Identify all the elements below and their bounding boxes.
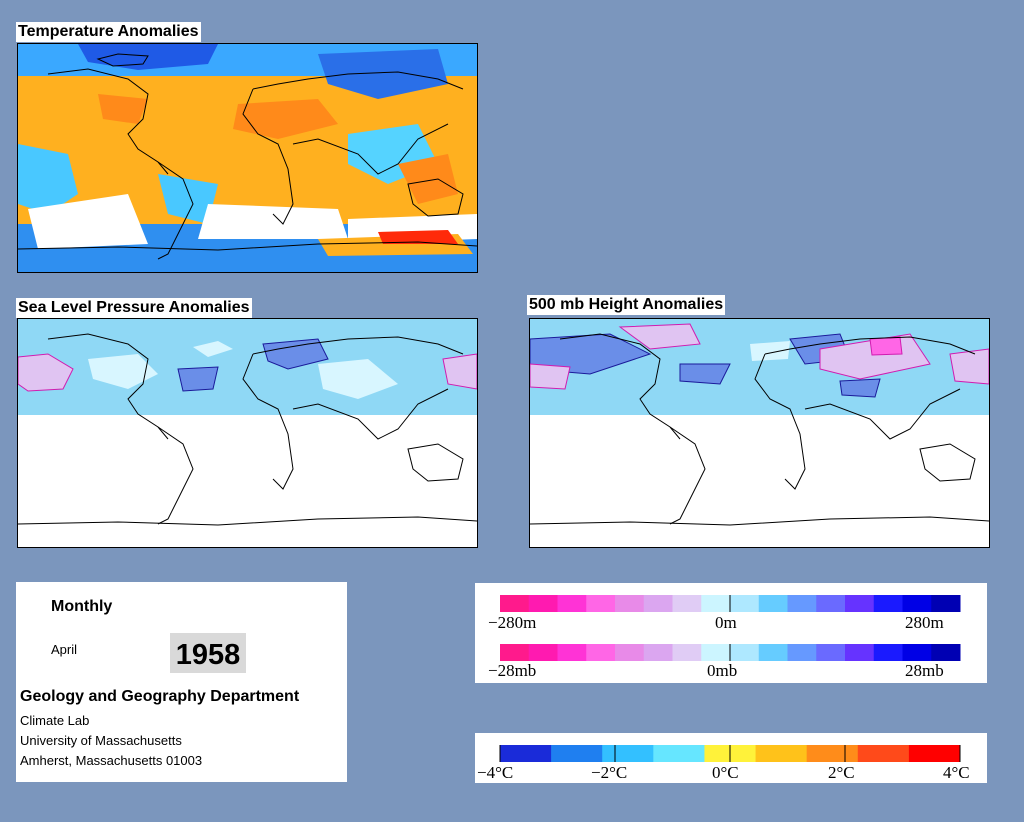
pressure-color-bar — [500, 644, 961, 661]
slp-panel-title: Sea Level Pressure Anomalies — [16, 298, 252, 318]
temperature-legend: −4°C −2°C 0°C 2°C 4°C — [475, 733, 987, 783]
temp-bar-swatch-3 — [653, 745, 705, 762]
temp-bar-swatch-2 — [602, 745, 654, 762]
pressure-min-label: −28mb — [488, 661, 536, 680]
height-bar-swatch-3 — [586, 595, 616, 612]
height-bar-swatch-13 — [873, 595, 903, 612]
pressure-mid-label: 0mb — [707, 661, 737, 680]
pressure-bar-swatch-8 — [730, 644, 760, 661]
temp-bar-swatch-8 — [908, 745, 961, 762]
pressure-bar-swatch-11 — [816, 644, 846, 661]
temp-label-0: −4°C — [477, 763, 513, 782]
height-bar-swatch-0 — [500, 595, 530, 612]
height-bar-swatch-10 — [787, 595, 817, 612]
height-color-bar — [500, 595, 961, 612]
height500-panel-title: 500 mb Height Anomalies — [527, 295, 726, 315]
height-bar-swatch-7 — [701, 595, 731, 612]
pressure-bar-swatch-6 — [672, 644, 702, 661]
pressure-bar-swatch-13 — [873, 644, 903, 661]
pressure-bar-swatch-2 — [557, 644, 587, 661]
pressure-bar-swatch-15 — [931, 644, 961, 661]
height-bar-swatch-15 — [931, 595, 961, 612]
height-bar-swatch-8 — [730, 595, 760, 612]
height-bar-swatch-2 — [557, 595, 587, 612]
height-mid-label: 0m — [715, 613, 737, 632]
height-bar-swatch-1 — [528, 595, 558, 612]
address-line: Amherst, Massachusetts 01003 — [20, 753, 203, 768]
pressure-bar-swatch-14 — [902, 644, 932, 661]
height-bar-swatch-12 — [845, 595, 875, 612]
pressure-bar-swatch-4 — [615, 644, 645, 661]
department-name: Geology and Geography Department — [20, 688, 300, 705]
height500-anomaly-map — [529, 318, 990, 548]
height-bar-swatch-9 — [758, 595, 788, 612]
pressure-bar-swatch-9 — [758, 644, 788, 661]
height-bar-swatch-14 — [902, 595, 932, 612]
year-label: 1958 — [170, 633, 246, 673]
pressure-bar-swatch-7 — [701, 644, 731, 661]
temp-label-1: −2°C — [591, 763, 627, 782]
info-box: Monthly April 1958 Geology and Geography… — [16, 582, 347, 782]
month-label: April — [51, 642, 78, 657]
pressure-max-label: 28mb — [905, 661, 944, 680]
period-label: Monthly — [51, 598, 113, 615]
pressure-bar-swatch-5 — [643, 644, 673, 661]
temp-bar-swatch-5 — [755, 745, 808, 762]
pressure-bar-swatch-0 — [500, 644, 530, 661]
pressure-bar-swatch-1 — [528, 644, 558, 661]
temp-label-4: 4°C — [943, 763, 970, 782]
height-max-label: 280m — [905, 613, 944, 632]
pressure-bar-swatch-12 — [845, 644, 875, 661]
temperature-anomaly-map — [17, 43, 478, 273]
height-bar-swatch-11 — [816, 595, 846, 612]
temp-label-2: 0°C — [712, 763, 739, 782]
pressure-bar-swatch-3 — [586, 644, 616, 661]
temp-bar-swatch-0 — [500, 745, 552, 762]
slp-anomaly-map — [17, 318, 478, 548]
temp-bar-swatch-6 — [806, 745, 859, 762]
lab-name: Climate Lab — [20, 713, 90, 728]
height-bar-swatch-6 — [672, 595, 702, 612]
height-bar-swatch-5 — [643, 595, 673, 612]
temp-bar-swatch-1 — [551, 745, 603, 762]
temperature-panel-title: Temperature Anomalies — [16, 22, 201, 42]
temp-bar-swatch-7 — [857, 745, 910, 762]
pressure-bar-swatch-10 — [787, 644, 817, 661]
height-bar-swatch-4 — [615, 595, 645, 612]
university-name: University of Massachusetts — [20, 733, 182, 748]
height-pressure-legend: −280m 0m 280m −28mb 0mb 28mb — [475, 583, 987, 683]
temp-label-3: 2°C — [828, 763, 855, 782]
temperature-color-bar — [499, 745, 961, 762]
height-min-label: −280m — [488, 613, 536, 632]
